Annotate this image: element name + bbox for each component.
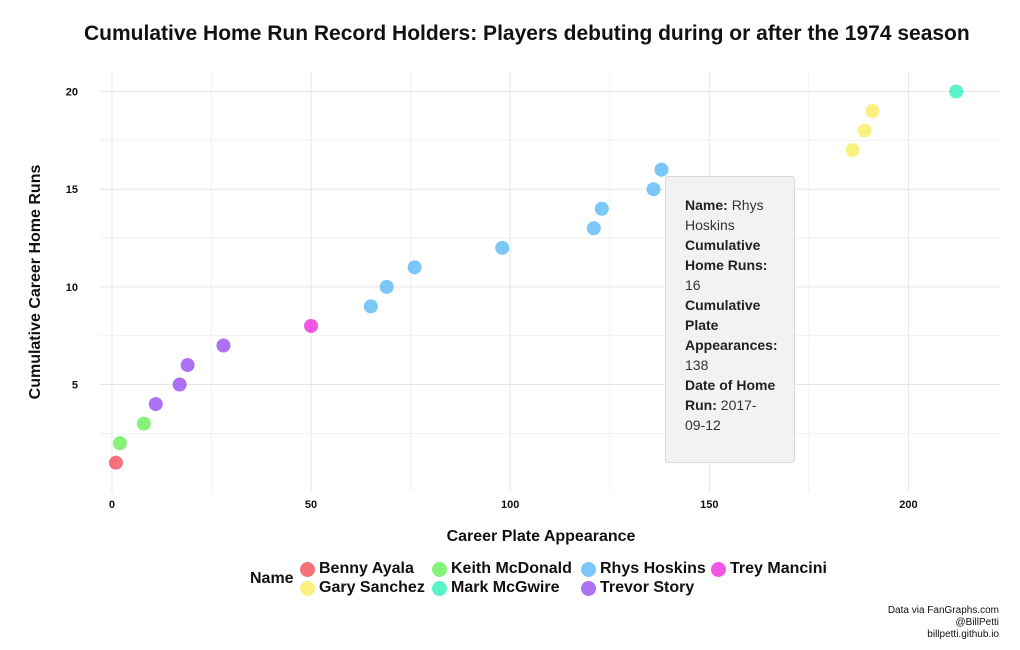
grid-lines xyxy=(100,72,1000,492)
data-point[interactable] xyxy=(857,123,872,138)
x-tick-label: 50 xyxy=(305,499,317,511)
legend-title: Name xyxy=(250,570,294,587)
data-point[interactable] xyxy=(495,240,510,255)
tooltip-name-value: Rhys Hoskins xyxy=(685,197,764,233)
legend-swatch xyxy=(581,561,596,577)
legend-item-gary-sanchez[interactable]: Gary Sanchez xyxy=(300,579,425,597)
data-point[interactable] xyxy=(845,143,860,158)
credits-handle: @BillPetti xyxy=(955,617,1000,628)
legend-item-trevor-story[interactable]: Trevor Story xyxy=(581,579,694,597)
tooltip-hr-label: Cumulative Home Runs: xyxy=(685,237,768,273)
data-point[interactable] xyxy=(407,260,422,275)
data-point[interactable] xyxy=(180,358,195,373)
tooltip-hr-value: 16 xyxy=(685,277,701,293)
tooltip-pa-label: Cumulative Plate Appearances: xyxy=(685,297,778,353)
x-tick-label: 100 xyxy=(501,499,519,511)
data-point[interactable] xyxy=(379,279,394,294)
legend-item-trey-mancini[interactable]: Trey Mancini xyxy=(711,560,827,578)
tooltip-date-label: Date of Home Run: xyxy=(685,377,776,413)
data-point[interactable] xyxy=(304,318,319,333)
chart-title: Cumulative Home Run Record Holders: Play… xyxy=(84,22,970,45)
legend-swatch xyxy=(581,580,596,596)
data-point[interactable] xyxy=(148,397,163,412)
credits-site: billpetti.github.io xyxy=(927,629,999,640)
data-point[interactable] xyxy=(172,377,187,392)
credits-source: Data via FanGraphs.com xyxy=(887,605,999,616)
x-tick-label: 200 xyxy=(899,499,917,511)
hover-tooltip: Name: Rhys Hoskins Cumulative Home Runs:… xyxy=(665,176,795,463)
x-tick-label: 0 xyxy=(109,499,115,511)
data-point[interactable] xyxy=(654,162,669,177)
tooltip-date-value: 2017-09-12 xyxy=(685,397,757,433)
legend-swatch xyxy=(432,580,447,596)
legend-label: Gary Sanchez xyxy=(319,579,425,596)
data-point[interactable] xyxy=(646,182,661,197)
data-point[interactable] xyxy=(112,436,127,451)
tooltip-name-label: Name: xyxy=(685,197,728,213)
y-axis-title: Cumulative Career Home Runs xyxy=(27,165,44,400)
y-tick-label: 20 xyxy=(66,87,78,99)
legend-label: Trevor Story xyxy=(600,579,695,596)
legend-swatch xyxy=(711,561,726,577)
x-tick-label: 150 xyxy=(700,499,718,511)
legend-item-benny-ayala[interactable]: Benny Ayala xyxy=(300,560,414,578)
y-tick-label: 5 xyxy=(72,380,78,392)
data-point[interactable] xyxy=(363,299,378,314)
legend-item-mark-mcgwire[interactable]: Mark McGwire xyxy=(432,579,559,597)
data-point[interactable] xyxy=(586,221,601,236)
legend-item-keith-mcdonald[interactable]: Keith McDonald xyxy=(432,560,572,578)
data-point[interactable] xyxy=(594,201,609,216)
legend-label: Benny Ayala xyxy=(319,560,414,577)
credits: Data via FanGraphs.com @BillPetti billpe… xyxy=(888,605,999,641)
legend-swatch xyxy=(300,580,315,596)
legend-label: Mark McGwire xyxy=(451,579,560,596)
legend-item-rhys-hoskins[interactable]: Rhys Hoskins xyxy=(581,560,706,578)
legend-label: Rhys Hoskins xyxy=(600,560,706,577)
data-point[interactable] xyxy=(108,455,123,470)
data-point[interactable] xyxy=(216,338,231,353)
legend-label: Trey Mancini xyxy=(730,560,827,577)
legend-label: Keith McDonald xyxy=(451,560,572,577)
y-tick-label: 10 xyxy=(66,282,78,294)
axis-ticks: 0 50 100 150 200 5 10 15 20 xyxy=(66,87,918,511)
data-point[interactable] xyxy=(136,416,151,431)
legend-swatch xyxy=(300,561,315,577)
y-tick-label: 15 xyxy=(66,184,78,196)
x-axis-title: Career Plate Appearance xyxy=(447,528,636,545)
data-point[interactable] xyxy=(865,104,880,119)
data-points xyxy=(108,84,964,470)
tooltip-pa-value: 138 xyxy=(685,357,709,373)
data-point[interactable] xyxy=(949,84,964,99)
legend-swatch xyxy=(432,561,447,577)
